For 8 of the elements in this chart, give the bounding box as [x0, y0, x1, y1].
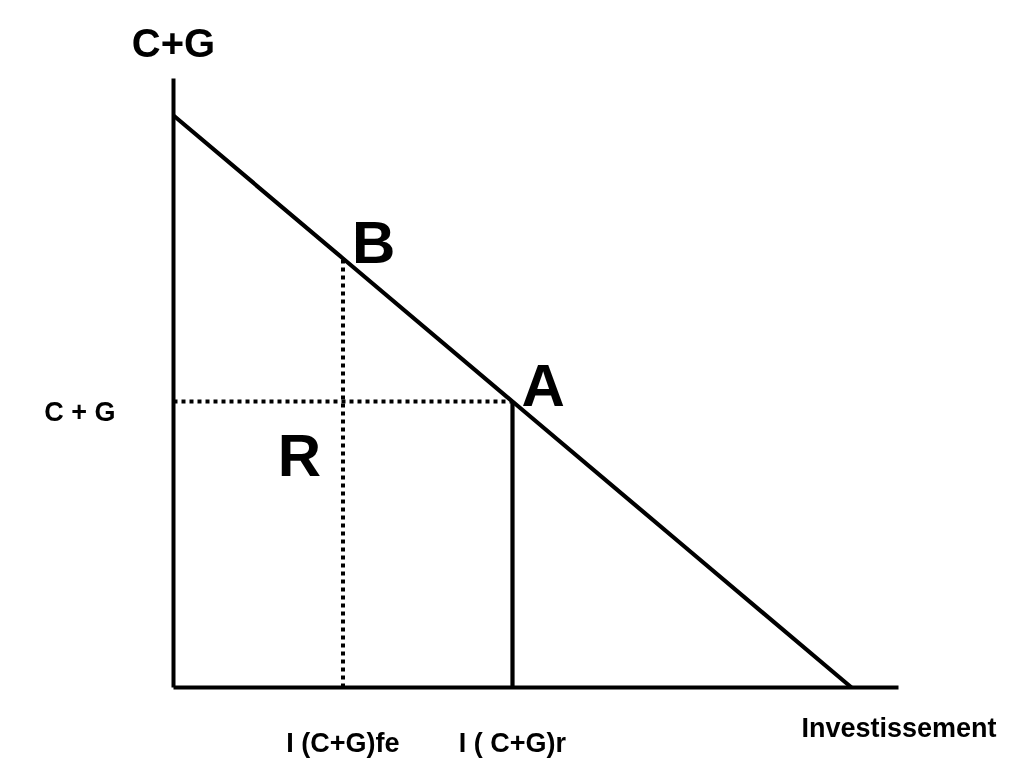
y-axis-title: C+G: [131, 21, 216, 66]
text: C + G: [44, 396, 116, 427]
x-tick-label: I (C+G)fe: [286, 727, 400, 758]
x-axis-title: Investissement: [801, 712, 997, 743]
annotation: R: [277, 421, 322, 489]
annotation: B: [352, 209, 396, 276]
x-tick-label: I ( C+G)r: [458, 727, 567, 758]
annotation: A: [521, 352, 565, 419]
